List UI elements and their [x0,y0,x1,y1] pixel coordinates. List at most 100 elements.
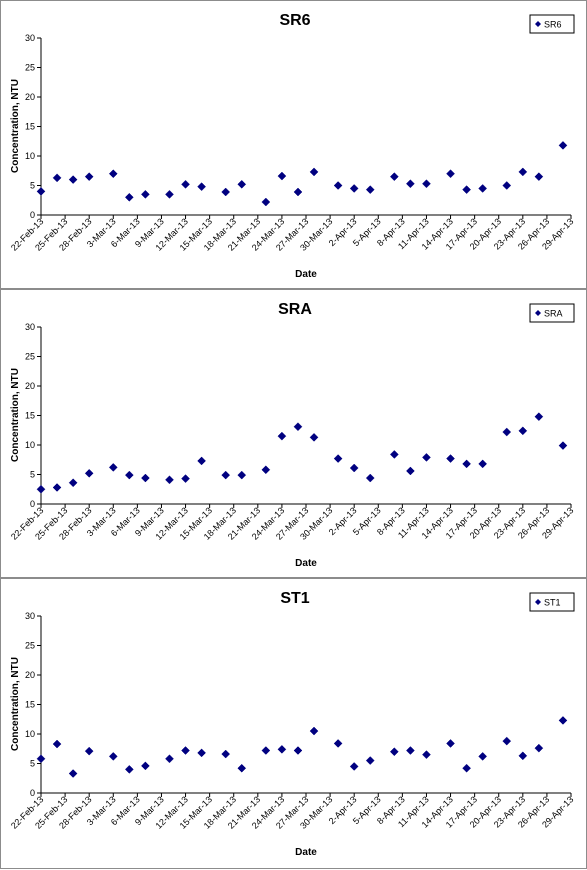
y-tick-label: 15 [25,411,35,421]
data-point [181,179,190,189]
data-point [197,456,206,466]
data-point [124,192,134,202]
data-point [558,141,568,150]
y-axis-label: Concentration, NTU [10,79,21,173]
chart-panel-sr6: SR6 0 5 10 15 20 25 30 22-Feb-13 25-Feb-13 28-Feb-… [0,0,587,289]
data-point [181,746,190,755]
data-point [124,470,134,480]
legend-marker [535,599,541,605]
data-point [333,454,343,463]
data-point [406,746,415,755]
data-point [389,747,399,757]
data-point [462,763,471,773]
data-point [518,751,528,761]
data-point [558,716,568,725]
data-point [389,172,399,182]
data-point [68,478,78,488]
legend-label: SRA [544,309,563,319]
data-point [534,172,544,182]
data-point [333,181,343,190]
chart-svg: ST105101520253022-Feb-1325-Feb-1328-Feb-… [9,590,575,858]
data-point [36,187,46,196]
y-tick-label: 5 [30,470,35,480]
chart-title: SR6 [279,12,310,29]
data-point [365,473,375,483]
chart-svg: SRA05101520253022-Feb-1325-Feb-1328-Feb-… [9,301,575,569]
legend-label: SR6 [544,20,562,30]
y-tick-label: 20 [25,670,35,680]
data-point [68,769,78,778]
data-point [108,169,118,179]
data-point [365,185,375,194]
data-point [261,746,271,755]
data-point [165,475,174,485]
data-point [333,739,343,748]
y-axis-label: Concentration, NTU [10,657,21,751]
data-point [165,754,174,764]
chart-title: SRA [278,301,312,318]
data-point [422,750,431,760]
data-point [389,450,399,459]
data-point [277,171,287,181]
y-tick-label: 5 [30,181,35,191]
data-point [502,427,512,437]
data-point [293,746,303,755]
data-point [478,459,488,469]
data-point [237,179,247,189]
data-point [502,181,512,190]
data-point [52,739,62,749]
legend-marker [535,21,541,27]
data-point [518,167,528,177]
legend: SR6 [529,14,575,34]
data-point [124,765,134,774]
data-point [141,473,150,483]
data-point [221,470,231,480]
data-point [422,453,431,462]
data-point [197,182,206,192]
y-tick-label: 0 [30,788,35,798]
data-point [365,756,375,765]
data-point [84,746,94,756]
x-axis-label: Date [295,558,317,569]
data-point [293,187,303,197]
data-point [108,463,118,472]
data-point [52,173,62,183]
y-tick-label: 25 [25,352,35,362]
data-point [261,465,271,475]
data-point [446,169,455,179]
data-point [349,762,359,771]
data-point [309,432,319,442]
data-point [141,189,150,199]
legend-marker [535,310,541,316]
data-point [261,197,271,207]
data-point [221,749,231,759]
data-point [84,468,94,478]
data-point [52,483,62,492]
data-point [349,463,359,473]
data-point [422,179,431,189]
y-tick-label: 5 [30,759,35,769]
y-tick-label: 10 [25,151,35,161]
data-point [36,754,46,764]
data-point [293,422,303,432]
data-point [277,744,287,754]
legend-box [529,592,575,612]
data-point [446,454,455,463]
data-point [237,470,247,480]
data-point [36,484,46,494]
y-tick-label: 25 [25,63,35,73]
y-axis-label: Concentration, NTU [10,368,21,462]
data-point [502,736,512,746]
data-point [108,752,118,761]
data-point [84,172,94,182]
data-point [478,184,488,193]
data-point [462,459,471,469]
legend-label: ST1 [544,598,561,608]
data-point [197,748,206,758]
y-tick-label: 30 [25,33,35,43]
data-point [141,761,150,771]
y-tick-label: 30 [25,322,35,332]
x-axis-label: Date [295,847,317,858]
data-point [68,175,78,184]
